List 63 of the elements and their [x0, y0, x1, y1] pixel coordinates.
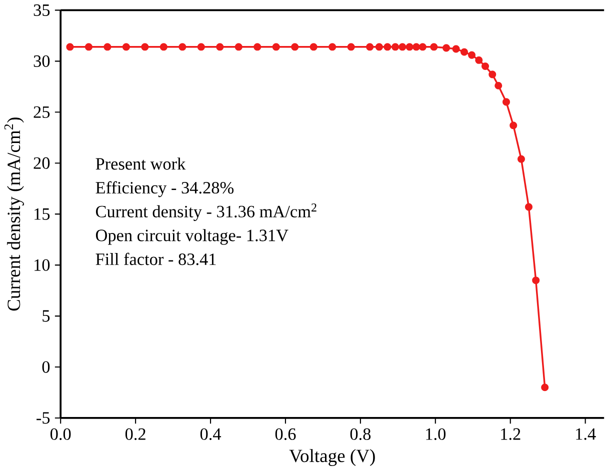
x-tick-label: 0.6 — [275, 428, 296, 440]
y-tick-label: 5 — [42, 310, 50, 322]
point — [541, 383, 549, 391]
y-tick-label: 0 — [42, 361, 50, 373]
x-tick-label: 0.0 — [50, 428, 71, 440]
point — [494, 82, 502, 90]
point — [384, 42, 392, 50]
point — [197, 42, 205, 50]
y-tick-label: 10 — [34, 259, 50, 271]
point — [328, 42, 336, 50]
x-tick-label: 0.2 — [125, 428, 146, 440]
point — [375, 42, 383, 50]
x-axis-title: Voltage (V) — [289, 448, 375, 466]
y-axis-title: Current density (mA/cm$^{2}$) — [4, 117, 24, 310]
y-tick-label: 15 — [34, 208, 50, 220]
point — [141, 42, 149, 50]
x-tick-label: 0.8 — [350, 428, 371, 440]
point — [524, 202, 533, 211]
y-tick-label: 35 — [34, 4, 50, 16]
point — [460, 48, 468, 56]
point — [216, 42, 224, 50]
point — [517, 155, 526, 163]
point — [418, 42, 426, 50]
point — [310, 42, 318, 50]
point — [66, 42, 74, 50]
point — [122, 42, 130, 50]
x-tick-label: 0.4 — [200, 428, 222, 440]
point — [347, 42, 355, 50]
point — [398, 42, 406, 50]
point — [488, 70, 496, 78]
annotation: Open circuit voltage- 1.31V — [96, 228, 288, 245]
x-tick-label: 1.0 — [426, 428, 446, 440]
point — [254, 42, 262, 50]
point — [481, 62, 490, 70]
point — [532, 276, 540, 284]
point — [84, 42, 92, 50]
point — [104, 42, 112, 50]
annotation: Fill factor - 83.41 — [96, 252, 216, 265]
point — [502, 98, 510, 106]
point — [178, 42, 186, 50]
point — [430, 42, 438, 50]
point — [291, 42, 299, 50]
point — [442, 44, 450, 52]
point — [468, 51, 476, 59]
y-tick-label: 25 — [34, 106, 50, 118]
point — [406, 42, 414, 50]
annotation: Present work — [96, 157, 186, 170]
x-tick-label: 1.2 — [501, 428, 520, 440]
point — [366, 42, 374, 50]
y-tick-label: -5 — [36, 412, 50, 424]
annotation: Current density - 31.36 mA/cm$^{2}$ — [96, 203, 316, 221]
point — [510, 121, 518, 129]
point — [452, 44, 460, 53]
x-tick-label: 1.4 — [576, 428, 596, 440]
point — [412, 42, 420, 50]
y-tick-label: 20 — [34, 157, 50, 169]
annotation: Efficiency - 34.28% — [96, 181, 234, 197]
y-tick-label: 30 — [34, 55, 50, 67]
point — [475, 56, 483, 64]
point — [392, 42, 400, 50]
point — [234, 42, 242, 50]
point — [160, 42, 168, 50]
point — [272, 42, 280, 50]
